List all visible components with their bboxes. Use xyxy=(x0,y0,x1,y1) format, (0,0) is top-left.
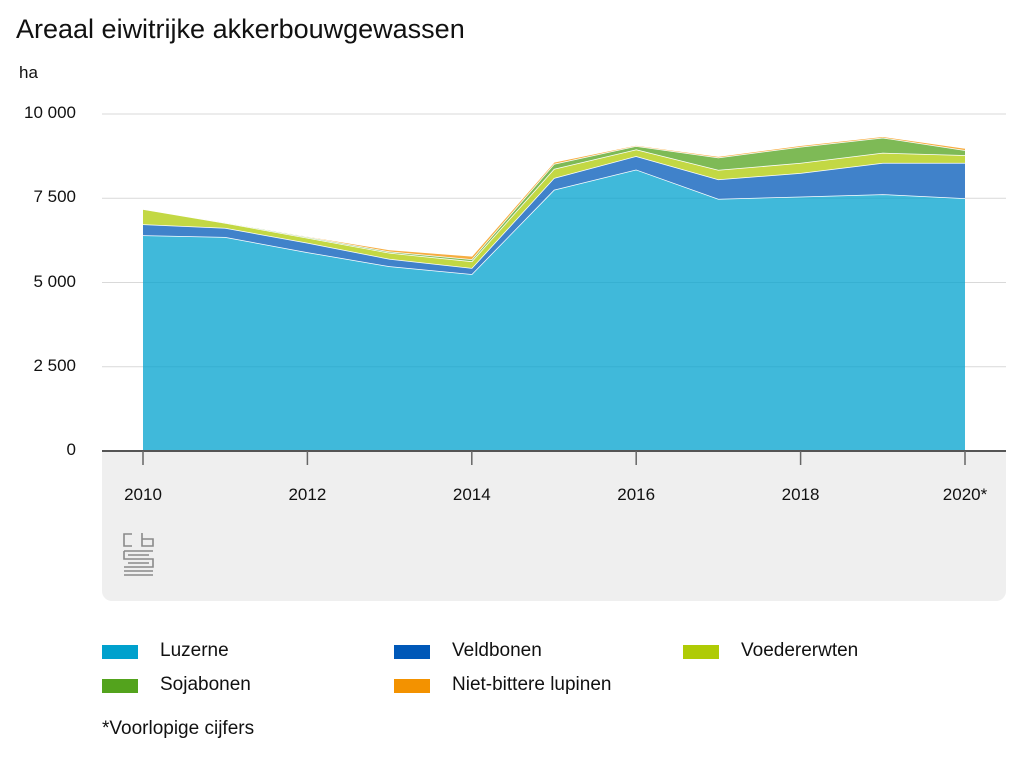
legend-swatch xyxy=(102,645,138,659)
area-veldbonen[interactable] xyxy=(143,156,965,275)
legend-label: Sojabonen xyxy=(160,674,251,695)
area-chart xyxy=(102,113,1006,465)
x-tick-label: 2012 xyxy=(288,485,327,504)
legend-label: Niet-bittere lupinen xyxy=(452,674,612,695)
legend-swatch xyxy=(102,679,138,693)
legend-label: Veldbonen xyxy=(452,640,542,661)
legend-swatch xyxy=(394,645,430,659)
y-tick-label: 7 500 xyxy=(33,187,76,207)
x-tick-label: 2018 xyxy=(781,485,820,504)
y-tick-label: 2 500 xyxy=(33,355,76,375)
x-axis-panel xyxy=(102,452,1006,601)
y-tick-label: 10 000 xyxy=(24,103,76,122)
legend-swatch xyxy=(683,645,719,659)
legend-swatch xyxy=(394,679,430,693)
y-tick-label: 0 xyxy=(66,440,76,459)
x-tick-label: 2014 xyxy=(452,485,491,504)
area-sojabonen[interactable] xyxy=(143,137,965,262)
x-tick-label: 2016 xyxy=(617,485,656,504)
x-tick-label: 2010 xyxy=(124,485,162,504)
cbs-logo xyxy=(122,531,158,584)
area-edge-niet-bittere-lupinen xyxy=(142,135,966,257)
legend-label: Luzerne xyxy=(160,640,229,661)
chart-title: Areaal eiwitrijke akkerbouwgewassen xyxy=(16,14,465,44)
cbs-logo-icon xyxy=(123,533,154,576)
area-voedererwten[interactable] xyxy=(143,149,965,268)
y-tick-label: 5 000 xyxy=(33,271,76,291)
x-tick-label: 2020* xyxy=(942,485,988,504)
legend-label: Voedererwten xyxy=(741,640,859,661)
footnote: *Voorlopige cijfers xyxy=(102,718,255,739)
area-luzerne[interactable] xyxy=(143,169,965,451)
y-axis-unit-label: ha xyxy=(19,63,38,82)
